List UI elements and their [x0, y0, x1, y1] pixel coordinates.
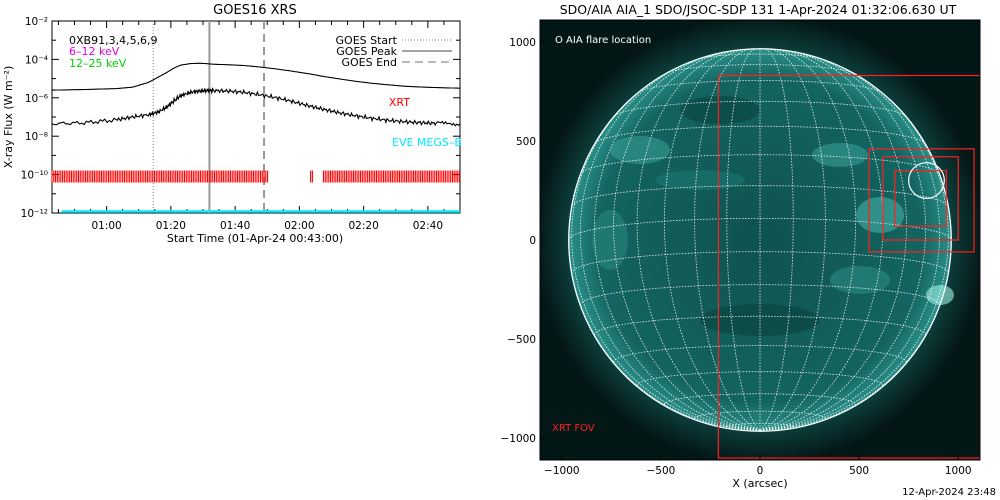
goes-x-axis-label: Start Time (01-Apr-24 00:43:00): [167, 232, 343, 245]
xrt-coverage-bars: [51, 170, 461, 183]
longitude-line: [613, 50, 761, 431]
longitude-line: [759, 48, 826, 431]
limb-bright-feature: [926, 285, 954, 305]
longitude-line: [579, 59, 761, 431]
legend-goes-peak: GOES Peak: [336, 45, 397, 58]
energy-label-12-25kev: 12–25 keV: [69, 57, 127, 70]
aia-x-tick-label: −500: [646, 465, 675, 477]
eve-megs-label: EVE MEGS–B: [392, 136, 462, 149]
x-tick-label: 01:00: [91, 220, 121, 232]
longitude-line: [759, 59, 941, 431]
aia-x-tick-label: 1000: [945, 465, 972, 477]
longitude-line: [759, 49, 857, 431]
generation-timestamp: 12-Apr-2024 23:48: [902, 487, 996, 498]
longitude-line: [694, 48, 761, 431]
x-tick-label: 02:40: [413, 220, 443, 232]
goes-flux-curves: [51, 62, 461, 127]
goes-axis-ticks: [52, 20, 460, 214]
xrt-label: XRT: [389, 96, 410, 109]
aia-y-tick-label: 500: [516, 136, 536, 148]
latitude-line: [666, 64, 854, 74]
xrt-fov-box: [868, 148, 975, 253]
longitude-line: [759, 53, 927, 431]
x-tick-label: 01:40: [220, 220, 250, 232]
goes-channel-overlay: 0XB91,3,4,5,6,9: [69, 34, 158, 47]
latitude-line: [664, 393, 856, 405]
aia-x-tick-labels: −1000 −500 0 500 1000: [544, 454, 972, 477]
goes-event-markers: [152, 21, 266, 213]
legend-goes-start: GOES Start: [336, 34, 398, 47]
goes-lower-flux-curve: [51, 87, 461, 127]
y-tick-label: 10⁻²: [25, 16, 48, 28]
y-tick-label: 10⁻¹⁰: [21, 170, 48, 182]
aia-x-axis-label: X (arcsec): [732, 477, 787, 490]
latitude-line: [571, 185, 949, 207]
latitude-line: [595, 125, 925, 144]
longitude-line: [636, 49, 761, 431]
longitude-line: [663, 49, 761, 431]
goes-y-tick-labels: 10⁻² 10⁻⁴ 10⁻⁶ 10⁻⁸ 10⁻¹⁰ 10⁻¹²: [21, 16, 48, 220]
x-tick-label: 02:00: [284, 220, 314, 232]
legend-goes-end: GOES End: [341, 56, 397, 69]
aia-flare-location-marker: [908, 162, 945, 199]
latitude-line: [638, 80, 882, 93]
latitude-line: [614, 100, 906, 117]
aia-y-tick-label: −500: [507, 334, 536, 346]
aia-x-tick-label: −1000: [544, 465, 580, 477]
y-tick-label: 10⁻¹²: [21, 208, 48, 220]
aia-image-plot: SDO/AIA AIA_1 SDO/JSOC-SDP 131 1-Apr-202…: [500, 2, 981, 490]
x-tick-label: 02:20: [348, 220, 378, 232]
energy-label-6-12kev: 6–12 keV: [69, 45, 120, 58]
longitude-line: [593, 53, 761, 431]
goes-y-axis-label: X-ray Flux (W m⁻²): [2, 66, 15, 168]
goes-plot-title: GOES16 XRS: [213, 3, 297, 18]
aia-x-tick-label: 500: [849, 465, 869, 477]
goes-upper-flux-curve: [52, 62, 460, 91]
longitude-line: [726, 48, 761, 431]
aia-flare-legend: O AIA flare location: [555, 35, 651, 46]
y-tick-label: 10⁻⁴: [25, 54, 48, 66]
longitude-line: [759, 83, 949, 431]
longitude-line: [759, 50, 907, 431]
goes-x-tick-labels: 01:00 01:20 01:40 02:00 02:20 02:40: [91, 220, 443, 232]
aia-x-tick-label: 0: [757, 465, 764, 477]
aia-y-tick-label: 1000: [509, 37, 536, 49]
xrt-fov-box: [882, 156, 959, 241]
xrt-fov-label: XRT FOV: [552, 423, 595, 434]
x-tick-label: 01:20: [156, 220, 186, 232]
latitude-line: [594, 315, 926, 336]
aia-y-tick-label: 0: [529, 235, 536, 247]
xrt-fov-box: [894, 170, 947, 227]
longitude-line: [571, 83, 761, 431]
goes-legend: GOES Start GOES Peak GOES End: [336, 34, 452, 69]
y-tick-label: 10⁻⁶: [25, 93, 48, 105]
heliographic-grid: [568, 48, 952, 432]
aia-plot-title: SDO/AIA AIA_1 SDO/JSOC-SDP 131 1-Apr-202…: [560, 2, 957, 17]
goes-xrs-plot: GOES16 XRS 10⁻² 10⁻⁴ 10⁻⁶ 10⁻⁸ 10⁻¹⁰ 10⁻¹² 01…: [2, 3, 462, 245]
longitude-line: [759, 48, 794, 431]
y-tick-label: 10⁻⁸: [25, 131, 48, 143]
aia-y-tick-labels: 1000 500 0 −500 −1000: [500, 37, 546, 445]
aia-y-tick-label: −1000: [500, 433, 536, 445]
